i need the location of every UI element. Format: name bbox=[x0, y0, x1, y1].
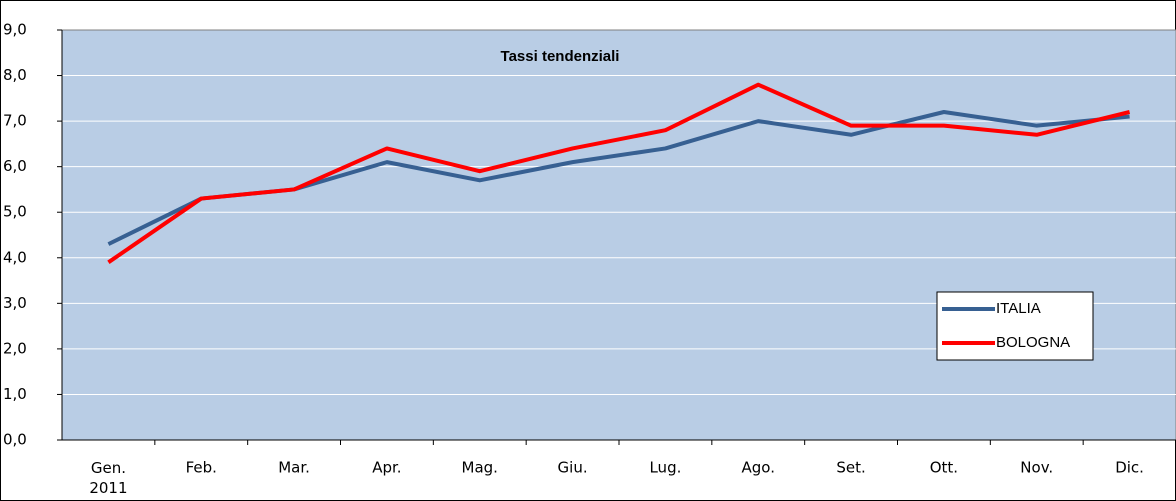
x-tick-label: Mar. bbox=[278, 459, 310, 477]
x-tick-label: Dic. bbox=[1115, 459, 1144, 477]
x-tick-label: Mag. bbox=[462, 459, 498, 477]
x-tick-label: Nov. bbox=[1020, 459, 1053, 477]
chart-title: Tassi tendenziali bbox=[501, 48, 620, 65]
legend-box bbox=[936, 291, 1094, 361]
y-tick-label: 7,0 bbox=[3, 112, 27, 130]
y-tick-label: 6,0 bbox=[3, 157, 27, 175]
x-tick-label: Set. bbox=[836, 459, 865, 477]
x-tick-label: Ago. bbox=[742, 459, 775, 477]
y-tick-label: 4,0 bbox=[3, 248, 27, 266]
y-tick-label: 8,0 bbox=[3, 66, 27, 84]
x-tick-label: Giu. bbox=[558, 459, 588, 477]
x-tick-label: Ott. bbox=[930, 459, 958, 477]
x-tick-label: Feb. bbox=[186, 459, 217, 477]
y-tick-label: 3,0 bbox=[3, 294, 27, 312]
x-tick-label: Apr. bbox=[372, 459, 401, 477]
legend-label: BOLOGNA bbox=[996, 334, 1070, 351]
x-tick-label: Lug. bbox=[649, 459, 681, 477]
y-tick-label: 9,0 bbox=[3, 21, 27, 39]
y-tick-label: 1,0 bbox=[3, 385, 27, 403]
y-tick-label: 2,0 bbox=[3, 339, 27, 357]
y-tick-label: 5,0 bbox=[3, 203, 27, 221]
legend-label: ITALIA bbox=[996, 300, 1041, 317]
x-tick-label: Gen. 2011 bbox=[89, 459, 127, 497]
series-line bbox=[107, 82, 1131, 264]
y-tick-label: 0,0 bbox=[3, 431, 27, 449]
plot-area bbox=[61, 29, 1176, 441]
